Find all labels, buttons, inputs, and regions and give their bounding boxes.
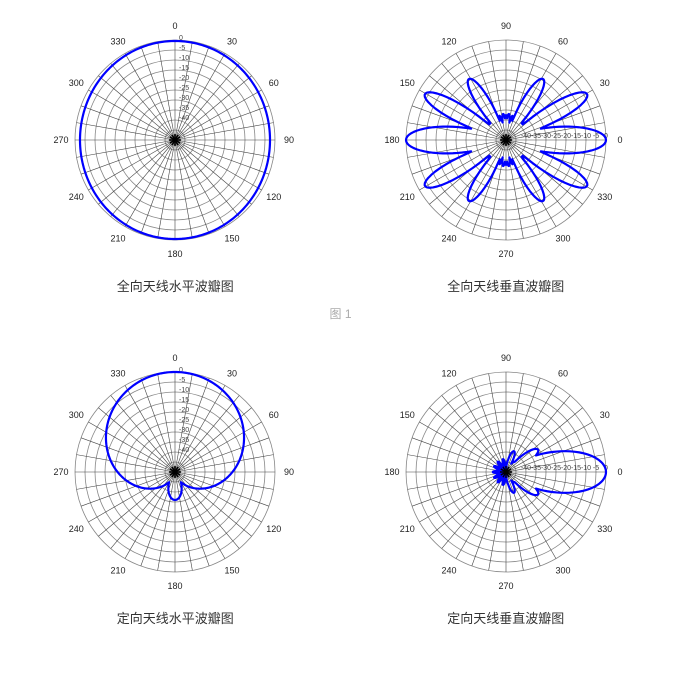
svg-text:90: 90 bbox=[501, 353, 511, 363]
svg-text:30: 30 bbox=[227, 36, 237, 46]
svg-text:0: 0 bbox=[173, 21, 178, 31]
svg-text:300: 300 bbox=[555, 566, 570, 576]
cell-dir-h: 03060901201501802102402703003300-5-10-15… bbox=[45, 342, 305, 627]
svg-text:-20: -20 bbox=[561, 465, 571, 472]
svg-text:60: 60 bbox=[558, 36, 568, 46]
svg-text:-15: -15 bbox=[571, 465, 581, 472]
svg-text:330: 330 bbox=[111, 36, 126, 46]
svg-text:180: 180 bbox=[168, 249, 183, 259]
cell-omni-v: 03060901201501802102402703003300-5-10-15… bbox=[376, 10, 636, 295]
svg-text:-35: -35 bbox=[179, 437, 189, 444]
svg-text:-10: -10 bbox=[179, 387, 189, 394]
svg-text:240: 240 bbox=[69, 192, 84, 202]
svg-text:0: 0 bbox=[173, 353, 178, 363]
svg-text:120: 120 bbox=[441, 368, 456, 378]
svg-text:-35: -35 bbox=[531, 133, 541, 140]
svg-text:-20: -20 bbox=[179, 407, 189, 414]
svg-text:210: 210 bbox=[400, 192, 415, 202]
svg-text:30: 30 bbox=[227, 368, 237, 378]
svg-text:-10: -10 bbox=[581, 465, 591, 472]
svg-text:-5: -5 bbox=[179, 377, 185, 384]
svg-text:-15: -15 bbox=[179, 397, 189, 404]
svg-text:210: 210 bbox=[400, 524, 415, 534]
svg-text:120: 120 bbox=[266, 192, 281, 202]
svg-text:270: 270 bbox=[54, 135, 69, 145]
cell-dir-v: 03060901201501802102402703003300-5-10-15… bbox=[376, 342, 636, 627]
svg-text:-40: -40 bbox=[179, 447, 189, 454]
svg-text:60: 60 bbox=[269, 78, 279, 88]
svg-text:-30: -30 bbox=[179, 427, 189, 434]
svg-text:90: 90 bbox=[501, 21, 511, 31]
svg-text:180: 180 bbox=[384, 135, 399, 145]
figure-label: 图 1 bbox=[10, 305, 671, 322]
svg-text:-5: -5 bbox=[593, 465, 599, 472]
svg-text:-10: -10 bbox=[179, 55, 189, 62]
svg-text:0: 0 bbox=[617, 467, 622, 477]
svg-text:-20: -20 bbox=[179, 75, 189, 82]
svg-text:180: 180 bbox=[168, 581, 183, 591]
svg-text:-30: -30 bbox=[179, 95, 189, 102]
svg-text:60: 60 bbox=[558, 368, 568, 378]
svg-text:60: 60 bbox=[269, 410, 279, 420]
svg-text:240: 240 bbox=[69, 524, 84, 534]
svg-text:210: 210 bbox=[111, 566, 126, 576]
svg-text:150: 150 bbox=[400, 410, 415, 420]
svg-text:-40: -40 bbox=[521, 465, 531, 472]
svg-text:330: 330 bbox=[597, 524, 612, 534]
svg-text:-25: -25 bbox=[179, 417, 189, 424]
svg-text:120: 120 bbox=[266, 524, 281, 534]
svg-text:150: 150 bbox=[400, 78, 415, 88]
svg-text:300: 300 bbox=[555, 234, 570, 244]
svg-text:0: 0 bbox=[617, 135, 622, 145]
row-2: 03060901201501802102402703003300-5-10-15… bbox=[10, 342, 671, 627]
svg-text:300: 300 bbox=[69, 78, 84, 88]
svg-text:240: 240 bbox=[441, 234, 456, 244]
cell-omni-h: 03060901201501802102402703003300-5-10-15… bbox=[45, 10, 305, 295]
svg-text:-10: -10 bbox=[581, 133, 591, 140]
svg-text:150: 150 bbox=[225, 234, 240, 244]
svg-text:210: 210 bbox=[111, 234, 126, 244]
svg-text:180: 180 bbox=[384, 467, 399, 477]
svg-text:-35: -35 bbox=[179, 105, 189, 112]
chart-omni-h: 03060901201501802102402703003300-5-10-15… bbox=[45, 10, 305, 270]
svg-text:-25: -25 bbox=[551, 133, 561, 140]
caption-omni-h: 全向天线水平波瓣图 bbox=[45, 276, 305, 295]
caption-dir-h: 定向天线水平波瓣图 bbox=[45, 608, 305, 627]
svg-text:-25: -25 bbox=[179, 85, 189, 92]
svg-text:-30: -30 bbox=[541, 133, 551, 140]
svg-text:150: 150 bbox=[225, 566, 240, 576]
svg-text:90: 90 bbox=[284, 135, 294, 145]
svg-text:270: 270 bbox=[54, 467, 69, 477]
svg-text:300: 300 bbox=[69, 410, 84, 420]
svg-text:30: 30 bbox=[599, 78, 609, 88]
svg-text:330: 330 bbox=[111, 368, 126, 378]
svg-text:-5: -5 bbox=[179, 45, 185, 52]
caption-omni-v: 全向天线垂直波瓣图 bbox=[376, 276, 636, 295]
svg-text:270: 270 bbox=[498, 581, 513, 591]
svg-text:-40: -40 bbox=[179, 115, 189, 122]
chart-dir-h: 03060901201501802102402703003300-5-10-15… bbox=[45, 342, 305, 602]
chart-omni-v: 03060901201501802102402703003300-5-10-15… bbox=[376, 10, 636, 270]
svg-text:270: 270 bbox=[498, 249, 513, 259]
svg-text:-35: -35 bbox=[531, 465, 541, 472]
chart-dir-v: 03060901201501802102402703003300-5-10-15… bbox=[376, 342, 636, 602]
svg-text:90: 90 bbox=[284, 467, 294, 477]
svg-text:-15: -15 bbox=[571, 133, 581, 140]
caption-dir-v: 定向天线垂直波瓣图 bbox=[376, 608, 636, 627]
svg-text:30: 30 bbox=[599, 410, 609, 420]
svg-text:-30: -30 bbox=[541, 465, 551, 472]
svg-text:-20: -20 bbox=[561, 133, 571, 140]
svg-text:330: 330 bbox=[597, 192, 612, 202]
row-1: 03060901201501802102402703003300-5-10-15… bbox=[10, 10, 671, 295]
svg-text:120: 120 bbox=[441, 36, 456, 46]
svg-text:-40: -40 bbox=[521, 133, 531, 140]
svg-text:-5: -5 bbox=[593, 133, 599, 140]
svg-text:240: 240 bbox=[441, 566, 456, 576]
svg-text:-25: -25 bbox=[551, 465, 561, 472]
svg-text:-15: -15 bbox=[179, 65, 189, 72]
